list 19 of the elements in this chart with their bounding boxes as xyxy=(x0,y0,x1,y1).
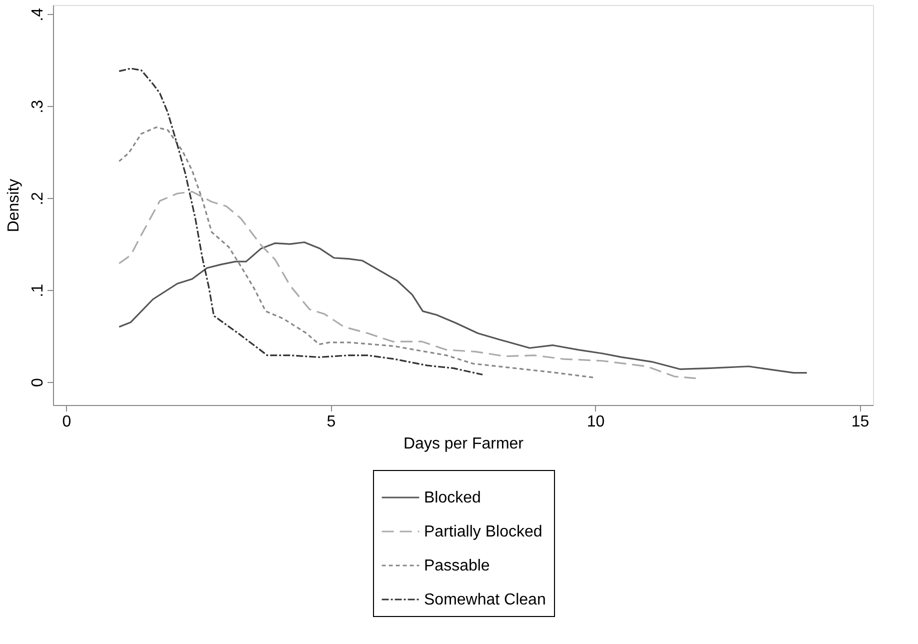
legend-label: Partially Blocked xyxy=(424,524,542,540)
y-tick-label: .2 xyxy=(30,192,46,206)
line-series xyxy=(118,241,808,374)
x-tick-label: 5 xyxy=(326,414,336,430)
legend-label: Somewhat Clean xyxy=(424,592,546,608)
line-series xyxy=(118,68,484,376)
y-tick-label: .4 xyxy=(30,8,46,22)
x-tick-label: 15 xyxy=(851,414,870,430)
y-tick-label: .1 xyxy=(30,284,46,298)
x-axis-title: Days per Farmer xyxy=(403,436,524,452)
x-tick-label: 10 xyxy=(586,414,605,430)
legend-label: Passable xyxy=(424,558,490,574)
x-tick-label: 0 xyxy=(62,414,72,430)
y-axis-title: Density xyxy=(6,178,22,232)
y-tick-label: .3 xyxy=(30,100,46,114)
y-tick-label: 0 xyxy=(30,378,46,387)
legend-label: Blocked xyxy=(424,490,481,506)
line-series xyxy=(118,190,697,380)
line-series xyxy=(118,126,594,378)
